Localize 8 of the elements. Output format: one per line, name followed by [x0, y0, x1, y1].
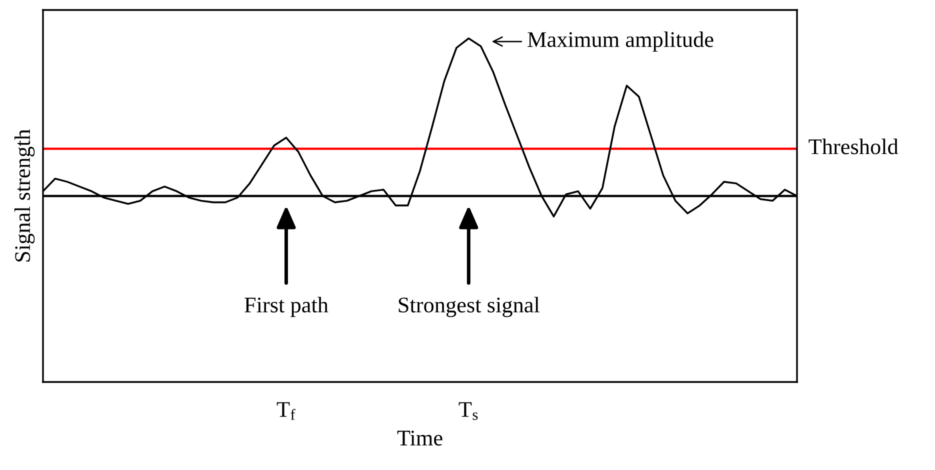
ref-line-label: Threshold	[808, 138, 898, 154]
annotation: Maximum amplitude	[528, 31, 714, 52]
annotation: Strongest signal	[398, 296, 540, 318]
y-axis-title: Signal strength	[14, 129, 35, 262]
x-tick-label: T$_{f}$	[276, 402, 296, 420]
x-tick-label: T$_{s}$	[458, 402, 478, 420]
annotation: First path	[244, 296, 328, 318]
x-axis-title: Time	[397, 430, 442, 446]
